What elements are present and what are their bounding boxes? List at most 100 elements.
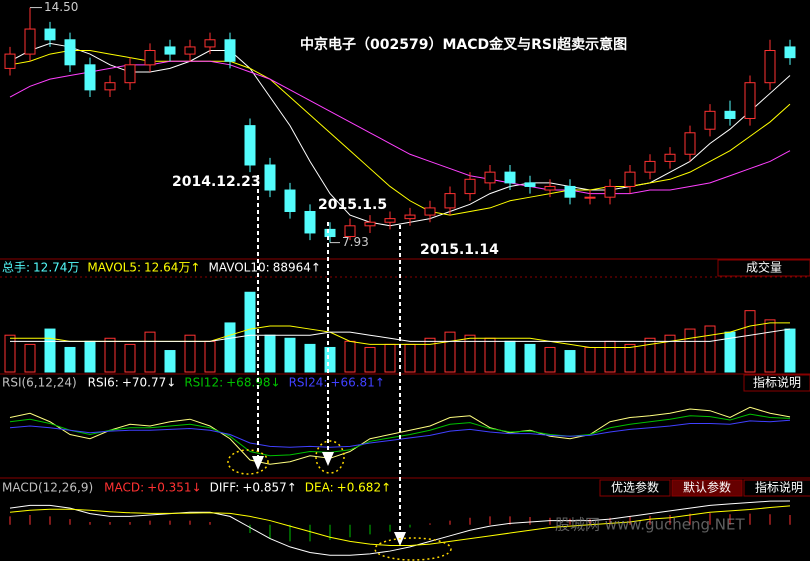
candle-body [524,182,536,187]
candle-body [124,64,136,84]
legend-label: DEA: [305,481,334,495]
button-label: 成交量 [746,260,782,275]
candle-body [364,221,376,227]
volume-bar [484,337,496,373]
button-label: 默认参数 [683,480,731,495]
volume-bar [224,322,236,373]
candle-body [444,193,456,209]
candle-body [24,28,36,55]
candle-body [4,53,16,69]
legend-value: +0.351↓ [147,481,201,495]
volume-bar [644,337,656,373]
candle-body [144,50,156,66]
volume-bar [164,350,176,373]
button [671,479,743,497]
low-label: 7.93 [342,235,369,249]
candle-body [724,110,736,119]
candle-body [284,189,296,212]
volume-bar [284,337,296,373]
indicator-line [9,500,791,556]
volume-bar [244,291,256,373]
legend-value: 88964↑ [273,261,321,275]
volume-bar [124,343,136,373]
button [717,259,810,277]
panel-borders [0,258,810,479]
legend-value: +70.77↓ [122,376,176,390]
watermark: 股城网 www.gucheng.NET [555,516,745,534]
button [743,374,810,392]
candle-body [104,82,116,91]
legend-value: +66.81↑ [330,376,384,390]
candle-body [464,178,476,195]
candle-body [784,46,796,59]
candle-body [624,171,636,187]
candle-body [684,132,696,155]
candle-body [204,39,216,48]
indicator-line [9,60,791,195]
candle-body [584,196,596,199]
volume-bar [324,346,336,373]
volume-bar [304,343,316,373]
legend-label: RSI12: [184,376,223,390]
arrows [257,175,401,535]
volume-bar [404,343,416,373]
button-label: 指标说明 [755,480,803,495]
annotation: 2014.12.23 [172,174,261,190]
legend-label: RSI(6,12,24) [2,376,77,390]
volume-bar [564,350,576,373]
volume-bar [144,331,156,373]
legend-label: RSI24: [289,376,328,390]
volume-bar [784,328,796,373]
volume-bar [384,343,396,373]
button [743,479,810,497]
candle-body [164,46,176,55]
candle-body [404,214,416,220]
candle-body [44,28,56,41]
indicator-line [9,419,791,448]
annotation: 2015.1.14 [420,242,499,258]
candle-body [704,110,716,130]
candle-body [64,39,76,66]
high-label: 14.50 [44,0,78,14]
legend-label: 总手: [2,261,30,275]
candle-body [544,185,556,191]
volume-bar [444,331,456,373]
volume-bar [544,346,556,373]
candle-body [224,39,236,62]
legend-label: RSI6: [88,376,119,390]
candle-body [564,185,576,198]
legend-label: DIFF: [210,481,240,495]
candle-body [324,228,336,238]
candle-body [424,207,436,216]
candle-body [664,153,676,162]
button-label: 指标说明 [753,375,801,390]
volume-bar [4,334,16,373]
candle-body [604,185,616,198]
volume-bar [64,346,76,373]
candle-body [84,64,96,91]
volume-bar [204,340,216,373]
volume-bar [364,346,376,373]
volume-bar [744,310,756,373]
legend-label: MACD: [104,481,144,495]
candle-body [244,125,256,166]
volume-bar [344,340,356,373]
candle-body [744,82,756,119]
volume-bar [604,340,616,373]
indicator-line [9,406,791,465]
legend-value: +0.857↑ [242,481,296,495]
indicator-line [9,42,791,227]
volume-bar [624,343,636,373]
volume-bar [44,328,56,373]
volume-bar [24,343,36,373]
chart-title: 中京电子（002579）MACD金叉与RSI超卖示意图 [300,36,627,53]
legend-value: +0.682↑ [337,481,391,495]
candle-body [304,210,316,234]
volume-bar [424,337,436,373]
volume-bar [264,334,276,373]
candle-body [644,160,656,173]
volume-bar [104,337,116,373]
volume-bar [184,334,196,373]
